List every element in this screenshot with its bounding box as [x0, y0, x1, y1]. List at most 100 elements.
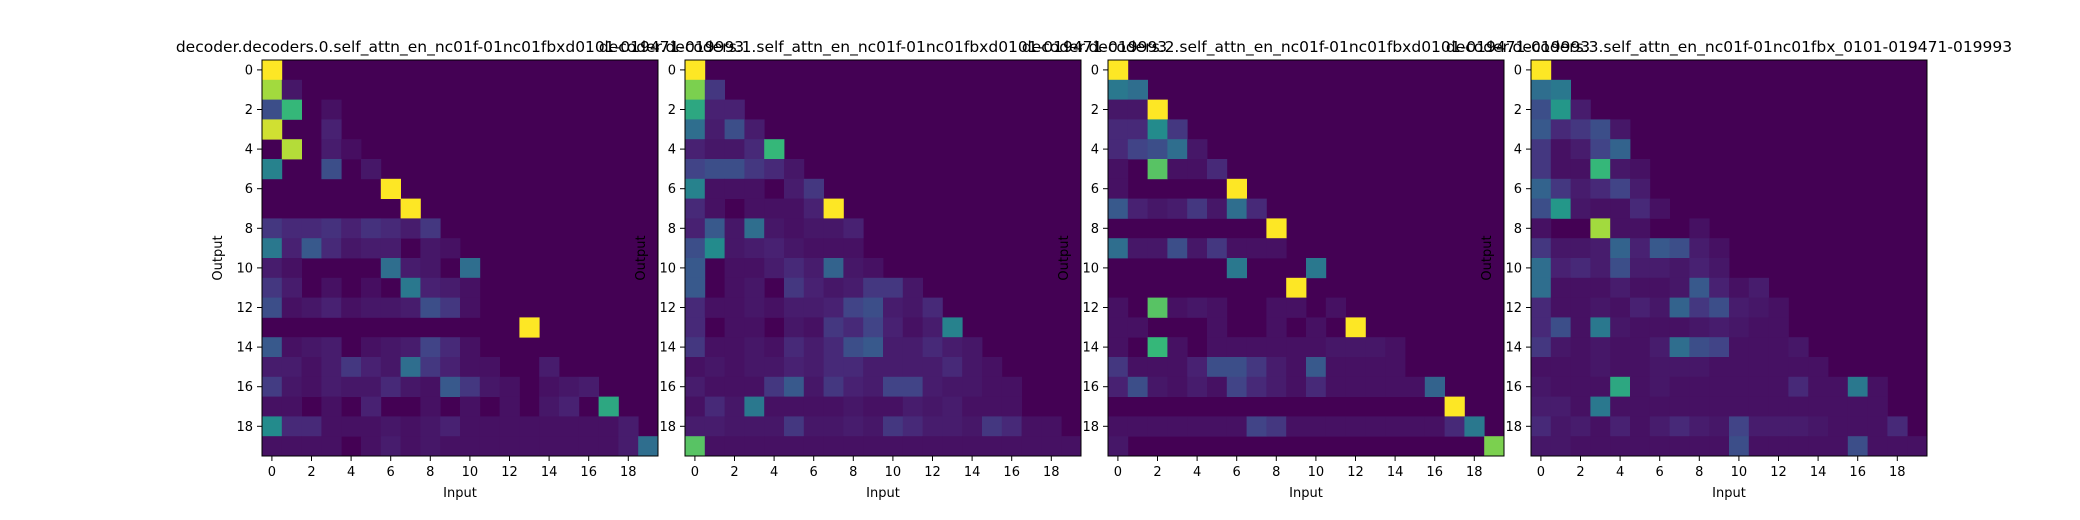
heatmap-cell — [341, 357, 362, 378]
heatmap-cell — [1907, 436, 1928, 457]
heatmap-cell — [262, 416, 283, 437]
heatmap-cell — [1550, 159, 1571, 180]
heatmap-cell — [823, 277, 844, 298]
heatmap-cell — [301, 297, 322, 318]
x-tick-label: 18 — [1466, 465, 1483, 480]
heatmap-cell — [1108, 119, 1129, 140]
heatmap-cell — [598, 436, 619, 457]
heatmap-cell — [902, 297, 923, 318]
heatmap-cell — [1127, 198, 1148, 219]
heatmap-cell — [1147, 357, 1168, 378]
plot-frame — [684, 59, 1082, 457]
heatmap-cell — [1590, 178, 1611, 199]
heatmap-cell — [883, 357, 904, 378]
heatmap-cell — [321, 376, 342, 397]
heatmap-cell — [685, 99, 706, 120]
heatmap-cell — [361, 277, 382, 298]
heatmap-cell — [1847, 376, 1868, 397]
heatmap-cell — [1610, 258, 1631, 279]
heatmap-cell — [922, 357, 943, 378]
heatmap-cell — [1550, 119, 1571, 140]
heatmap-cell — [1610, 396, 1631, 417]
heatmap-cell — [1306, 317, 1327, 338]
heatmap-cell — [1444, 416, 1465, 437]
heatmap-cell — [1108, 139, 1129, 160]
heatmap-cell — [764, 376, 785, 397]
heatmap-cell — [1887, 416, 1908, 437]
heatmap-cell — [685, 178, 706, 199]
heatmap-cell — [942, 317, 963, 338]
heatmap-cell — [1570, 277, 1591, 298]
heatmap-cell — [744, 178, 765, 199]
y-tick-label: 12 — [236, 301, 253, 316]
heatmap-cell — [301, 416, 322, 437]
heatmap-cell — [883, 317, 904, 338]
heatmap-cell — [1689, 376, 1710, 397]
heatmap-cell — [1828, 436, 1849, 457]
x-tick-label: 14 — [964, 465, 981, 480]
heatmap-cell — [1207, 376, 1228, 397]
heatmap-cell — [1325, 297, 1346, 318]
heatmap-cell — [724, 416, 745, 437]
heatmap-cell — [1768, 337, 1789, 358]
heatmap-cell — [1147, 337, 1168, 358]
heatmap-cell — [784, 297, 805, 318]
heatmap-cell — [301, 218, 322, 239]
heatmap-cell — [301, 238, 322, 259]
y-tick-label: 0 — [668, 63, 676, 78]
heatmap-cell — [704, 159, 725, 180]
heatmap-cell — [479, 357, 500, 378]
heatmap-cell — [764, 416, 785, 437]
heatmap-cell — [1590, 139, 1611, 160]
heatmap-cell — [902, 436, 923, 457]
x-tick-label: 6 — [810, 465, 818, 480]
heatmap-cell — [1610, 218, 1631, 239]
heatmap-cell — [380, 436, 401, 457]
heatmap-cell — [724, 436, 745, 457]
heatmap-cell — [262, 79, 283, 100]
heatmap-cell — [1847, 416, 1868, 437]
heatmap-cell — [1867, 396, 1888, 417]
heatmap-cell — [1306, 357, 1327, 378]
heatmap-cell — [724, 99, 745, 120]
heatmap-cell — [460, 337, 481, 358]
heatmap-cell — [1127, 317, 1148, 338]
heatmap-cell — [784, 178, 805, 199]
heatmap-cell — [843, 277, 864, 298]
y-tick-label: 0 — [1514, 63, 1522, 78]
heatmap-cell — [341, 416, 362, 437]
heatmap-cell — [823, 258, 844, 279]
heatmap-cell — [1808, 436, 1829, 457]
heatmap-cell — [1531, 357, 1552, 378]
heatmap-cell — [1590, 277, 1611, 298]
y-tick-label: 16 — [659, 380, 676, 395]
heatmap-cell — [499, 376, 520, 397]
heatmap-cell — [1187, 357, 1208, 378]
heatmap-cell — [578, 416, 599, 437]
x-tick-label: 16 — [580, 465, 597, 480]
heatmap-cell — [262, 357, 283, 378]
heatmap-cell — [1867, 436, 1888, 457]
heatmap-cell — [440, 357, 461, 378]
heatmap-cell — [1365, 357, 1386, 378]
heatmap-cell — [685, 119, 706, 140]
heatmap-cell — [1531, 159, 1552, 180]
heatmap-cell — [380, 297, 401, 318]
heatmap-cell — [400, 297, 421, 318]
heatmap-cell — [1127, 238, 1148, 259]
plot-frame — [1530, 59, 1928, 457]
heatmap-cell — [1550, 198, 1571, 219]
heatmap-cell — [704, 357, 725, 378]
heatmap-cell — [744, 218, 765, 239]
heatmap-cell — [803, 376, 824, 397]
heatmap-cell — [1630, 178, 1651, 199]
heatmap-cell — [1531, 376, 1552, 397]
heatmap-cell — [784, 337, 805, 358]
heatmap-cell — [1207, 297, 1228, 318]
x-axis-label: Input — [866, 486, 900, 501]
heatmap-cell — [1531, 436, 1552, 457]
heatmap-cell — [1001, 396, 1022, 417]
heatmap-cell — [685, 218, 706, 239]
heatmap-cell — [823, 317, 844, 338]
heatmap-cell — [724, 376, 745, 397]
